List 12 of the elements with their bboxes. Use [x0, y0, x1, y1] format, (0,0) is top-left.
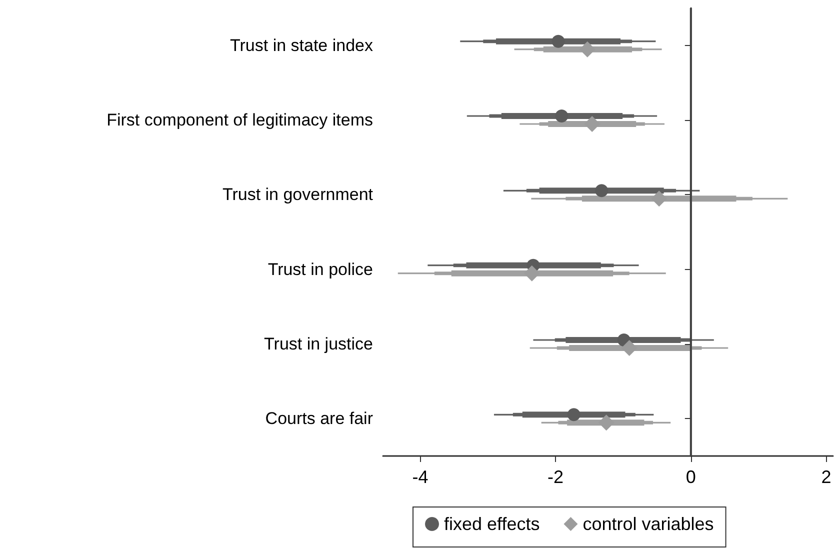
y-tick-label: Trust in government	[222, 185, 374, 204]
x-tick-label: -2	[548, 467, 564, 487]
y-tick-label: First component of legitimacy items	[106, 110, 373, 130]
y-tick-label: Trust in justice	[264, 334, 373, 354]
y-tick-label: Courts are fair	[265, 409, 374, 428]
x-tick-label: 0	[686, 467, 696, 487]
y-tick-label: Trust in state index	[230, 36, 374, 55]
legend-label: control variables	[582, 514, 714, 534]
y-tick-label: Trust in police	[268, 260, 373, 279]
x-tick-label: 2	[821, 467, 832, 487]
x-tick-label: -4	[412, 467, 428, 487]
legend-label: fixed effects	[444, 514, 540, 534]
